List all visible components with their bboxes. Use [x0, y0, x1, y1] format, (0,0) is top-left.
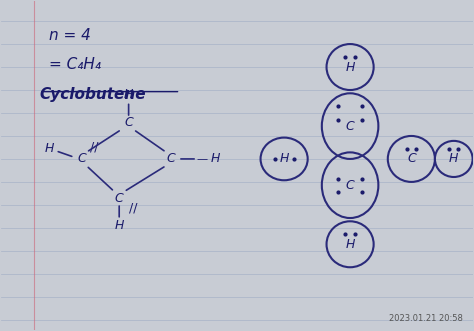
Text: C: C: [346, 119, 355, 133]
Text: C: C: [124, 116, 133, 129]
Text: 2023.01.21 20:58: 2023.01.21 20:58: [389, 314, 463, 323]
Text: n = 4: n = 4: [48, 28, 91, 43]
Text: C: C: [77, 153, 86, 166]
Text: H: H: [115, 219, 124, 232]
Text: //: //: [91, 141, 99, 154]
Text: C: C: [115, 192, 124, 205]
Text: H: H: [449, 153, 458, 166]
Text: —: —: [196, 154, 207, 164]
Text: C: C: [346, 179, 355, 192]
Text: H: H: [211, 153, 220, 166]
Text: H: H: [346, 61, 355, 73]
Text: H: H: [280, 153, 289, 166]
Text: C: C: [407, 153, 416, 166]
Text: = C₄H₄: = C₄H₄: [48, 57, 100, 72]
Text: H: H: [346, 238, 355, 251]
Text: C: C: [167, 153, 175, 166]
Text: H: H: [45, 142, 54, 155]
Text: Cyclobutene: Cyclobutene: [39, 87, 146, 102]
Text: //: //: [129, 202, 137, 215]
Text: H: H: [124, 88, 133, 101]
